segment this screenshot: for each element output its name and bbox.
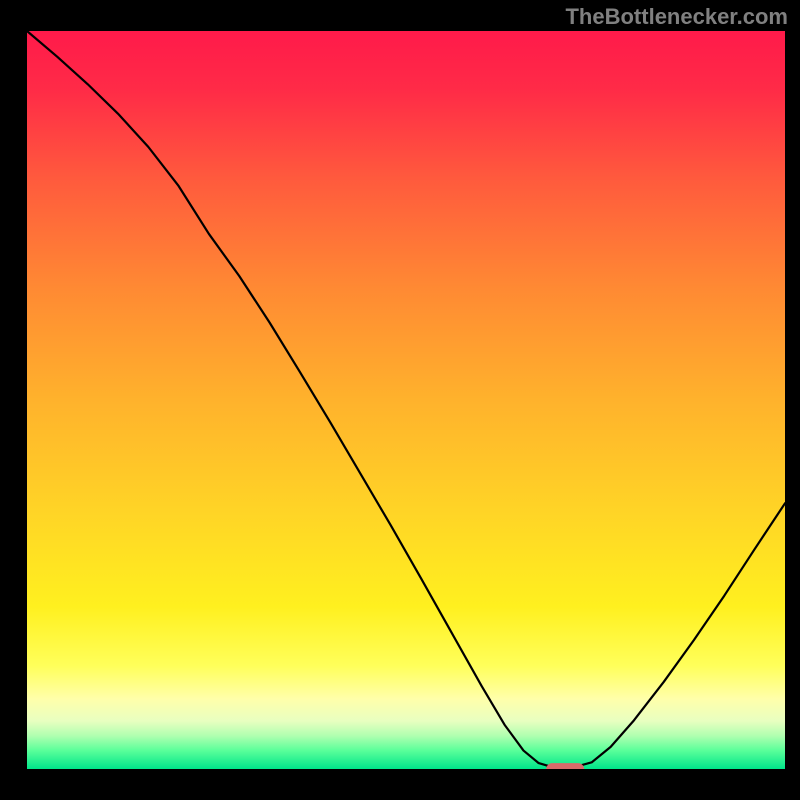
gradient-background: [27, 31, 785, 769]
plot-area: [27, 31, 785, 769]
plot-svg: [27, 31, 785, 769]
optimum-marker: [546, 763, 584, 769]
watermark-text: TheBottlenecker.com: [565, 4, 788, 30]
chart-container: TheBottlenecker.com: [0, 0, 800, 800]
